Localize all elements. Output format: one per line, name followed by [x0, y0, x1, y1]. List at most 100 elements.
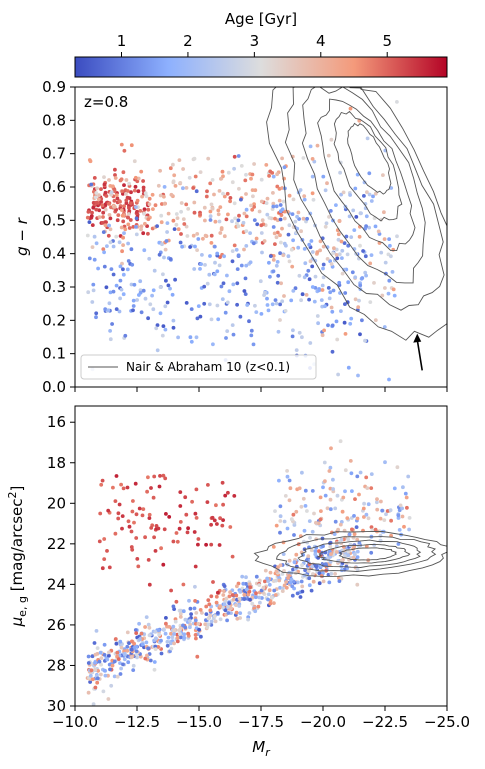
scatter-point	[122, 657, 127, 662]
scatter-point	[130, 639, 134, 644]
scatter-point	[329, 305, 334, 310]
scatter-point	[182, 632, 187, 637]
scatter-point	[248, 585, 253, 590]
scatter-point	[325, 257, 330, 261]
scatter-point	[178, 635, 183, 640]
scatter-point	[216, 611, 220, 615]
scatter-point	[235, 616, 240, 621]
scatter-point	[268, 169, 273, 174]
scatter-point	[356, 305, 361, 309]
scatter-point	[147, 516, 152, 520]
scatter-point	[207, 602, 212, 607]
scatter-point	[162, 527, 167, 532]
scatter-point	[230, 249, 235, 254]
scatter-point	[130, 509, 135, 514]
scatter-point	[105, 244, 109, 249]
scatter-point	[310, 285, 315, 289]
scatter-point	[285, 526, 290, 531]
scatter-point	[108, 290, 113, 295]
scatter-point	[329, 571, 334, 576]
scatter-point	[99, 187, 103, 192]
scatter-point	[321, 485, 325, 490]
scatter-point	[290, 334, 295, 339]
scatter-point	[242, 592, 247, 597]
top-contour-line	[301, 87, 426, 284]
scatter-point	[157, 252, 162, 257]
scatter-point	[172, 632, 177, 636]
scatter-point	[167, 625, 172, 629]
scatter-point	[264, 163, 269, 167]
scatter-point	[221, 174, 225, 179]
scatter-point	[335, 550, 339, 554]
scatter-point	[275, 260, 280, 264]
scatter-point	[103, 190, 108, 195]
scatter-point	[250, 207, 255, 212]
x-label-m: M	[252, 738, 265, 756]
scatter-point	[362, 194, 366, 198]
scatter-point	[126, 222, 131, 227]
scatter-point	[278, 217, 283, 222]
scatter-point	[209, 594, 214, 599]
scatter-point	[189, 307, 194, 311]
scatter-point	[364, 214, 369, 219]
scatter-point	[363, 254, 368, 259]
scatter-point	[292, 560, 297, 565]
scatter-point	[161, 473, 166, 478]
scatter-point	[159, 651, 164, 656]
top-y-ticks: 0.0 0.1 0.2 0.3 0.4 0.5 0.6 0.7 0.8 0.9	[42, 78, 75, 396]
scatter-point	[215, 303, 220, 308]
scatter-point	[272, 231, 277, 236]
scatter-point	[271, 174, 276, 179]
scatter-point	[263, 568, 268, 573]
scatter-point	[162, 627, 166, 632]
scatter-point	[101, 689, 106, 694]
scatter-point	[220, 480, 225, 485]
scatter-point	[404, 495, 409, 500]
scatter-point	[120, 261, 124, 266]
scatter-point	[156, 628, 161, 633]
scatter-point	[307, 297, 311, 302]
scatter-point	[243, 276, 248, 281]
scatter-point	[341, 190, 346, 195]
scatter-point	[183, 495, 188, 500]
scatter-point	[271, 201, 276, 206]
scatter-point	[146, 558, 151, 562]
scatter-point	[158, 193, 163, 198]
scatter-point	[395, 100, 399, 104]
scatter-point	[172, 173, 177, 178]
scatter-point	[363, 202, 368, 206]
x-tick-label: −25.0	[424, 713, 470, 731]
scatter-point	[290, 593, 295, 598]
scatter-point	[94, 315, 98, 320]
scatter-point	[219, 177, 223, 181]
scatter-point	[244, 172, 248, 177]
scatter-point	[311, 572, 315, 576]
x-tick-label: −12.5	[114, 713, 160, 731]
scatter-point	[99, 672, 103, 677]
scatter-point	[257, 583, 262, 587]
scatter-point	[273, 578, 278, 583]
scatter-point	[196, 304, 201, 308]
scatter-point	[334, 319, 339, 324]
scatter-point	[115, 218, 120, 223]
scatter-point	[270, 595, 274, 600]
scatter-point	[362, 501, 366, 506]
scatter-point	[228, 199, 233, 204]
scatter-point	[403, 491, 408, 496]
scatter-point	[352, 532, 357, 536]
scatter-point	[93, 667, 97, 672]
scatter-point	[142, 211, 146, 216]
scatter-point	[323, 224, 328, 229]
scatter-point	[294, 348, 299, 352]
scatter-point	[210, 206, 215, 211]
scatter-point	[227, 594, 232, 599]
scatter-point	[336, 372, 340, 377]
scatter-point	[241, 220, 246, 225]
scatter-point	[126, 212, 131, 216]
scatter-point	[171, 179, 176, 184]
scatter-point	[336, 237, 341, 242]
scatter-point	[308, 144, 313, 149]
scatter-point	[120, 249, 124, 254]
scatter-point	[242, 247, 246, 252]
top-axes-frame	[74, 86, 448, 388]
